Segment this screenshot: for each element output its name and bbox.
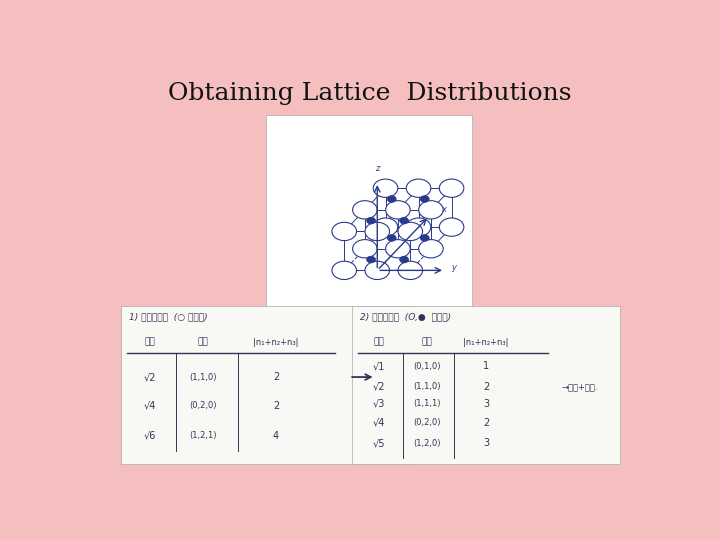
Circle shape bbox=[439, 179, 464, 197]
Circle shape bbox=[420, 234, 429, 241]
Circle shape bbox=[386, 240, 410, 258]
Text: 1: 1 bbox=[483, 361, 490, 371]
FancyBboxPatch shape bbox=[266, 114, 472, 331]
Circle shape bbox=[418, 240, 444, 258]
Text: 2: 2 bbox=[273, 372, 279, 382]
Text: 2: 2 bbox=[483, 418, 490, 428]
Circle shape bbox=[418, 201, 444, 219]
Text: (1,2,1): (1,2,1) bbox=[189, 431, 217, 440]
Text: √4: √4 bbox=[373, 418, 385, 428]
Text: 거리: 거리 bbox=[145, 338, 156, 347]
Circle shape bbox=[353, 201, 377, 219]
Text: 좌표: 좌표 bbox=[197, 338, 208, 347]
Text: x: x bbox=[441, 205, 446, 214]
Circle shape bbox=[406, 179, 431, 197]
Circle shape bbox=[373, 179, 397, 197]
Text: 3: 3 bbox=[483, 399, 490, 409]
Circle shape bbox=[387, 234, 396, 241]
Text: 3: 3 bbox=[483, 438, 490, 448]
Text: √1: √1 bbox=[373, 361, 385, 371]
Text: y: y bbox=[451, 264, 456, 272]
Circle shape bbox=[366, 256, 376, 263]
FancyBboxPatch shape bbox=[121, 306, 414, 464]
Text: 2) 이온결합성  (O,●  참고려): 2) 이온결합성 (O,● 참고려) bbox=[360, 313, 451, 321]
Text: (1,1,0): (1,1,0) bbox=[413, 382, 441, 391]
Circle shape bbox=[398, 222, 423, 241]
Text: (1,1,1): (1,1,1) bbox=[413, 400, 441, 408]
Circle shape bbox=[398, 261, 423, 280]
Circle shape bbox=[366, 217, 376, 224]
Text: 4: 4 bbox=[273, 430, 279, 441]
Text: √2: √2 bbox=[373, 382, 385, 392]
Circle shape bbox=[365, 261, 390, 280]
Text: (0,2,0): (0,2,0) bbox=[413, 418, 441, 427]
Text: √3: √3 bbox=[373, 399, 385, 409]
Circle shape bbox=[400, 217, 408, 224]
Text: √4: √4 bbox=[144, 401, 156, 410]
Circle shape bbox=[332, 261, 356, 280]
Circle shape bbox=[332, 222, 356, 241]
Text: (1,2,0): (1,2,0) bbox=[413, 439, 441, 448]
Circle shape bbox=[386, 201, 410, 219]
Text: →짝수+홀수.: →짝수+홀수. bbox=[561, 382, 598, 391]
Circle shape bbox=[353, 240, 377, 258]
Text: √5: √5 bbox=[373, 438, 385, 448]
Text: z: z bbox=[375, 164, 379, 173]
Text: 2: 2 bbox=[273, 401, 279, 410]
Text: Obtaining Lattice  Distributions: Obtaining Lattice Distributions bbox=[168, 83, 572, 105]
Circle shape bbox=[406, 218, 431, 237]
Circle shape bbox=[400, 256, 408, 263]
Text: |n₁+n₂+n₃|: |n₁+n₂+n₃| bbox=[253, 338, 299, 347]
Text: 1) 공유결합성  (○ 방고려): 1) 공유결합성 (○ 방고려) bbox=[130, 313, 208, 321]
Text: (1,1,0): (1,1,0) bbox=[189, 373, 217, 382]
Text: 거리: 거리 bbox=[374, 338, 384, 347]
Circle shape bbox=[365, 222, 390, 241]
Circle shape bbox=[439, 218, 464, 237]
Circle shape bbox=[420, 195, 429, 202]
Circle shape bbox=[373, 218, 397, 237]
Text: 2: 2 bbox=[483, 382, 490, 392]
Text: (0,1,0): (0,1,0) bbox=[413, 361, 441, 370]
FancyBboxPatch shape bbox=[352, 306, 620, 464]
Text: |n₁+n₂+n₃|: |n₁+n₂+n₃| bbox=[464, 338, 509, 347]
Text: 좌표: 좌표 bbox=[422, 338, 433, 347]
Circle shape bbox=[387, 195, 396, 202]
Text: √6: √6 bbox=[144, 430, 156, 441]
Text: (0,2,0): (0,2,0) bbox=[189, 401, 217, 410]
Text: √2: √2 bbox=[144, 372, 156, 382]
